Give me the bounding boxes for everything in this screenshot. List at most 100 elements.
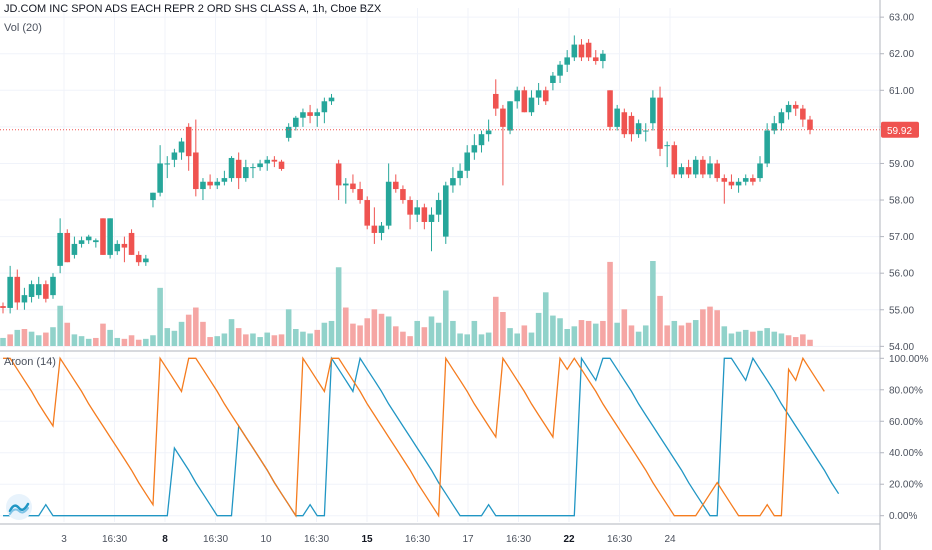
candle-body (421, 207, 428, 222)
candle-body (28, 284, 35, 297)
volume-bar (264, 332, 271, 346)
volume-bar (678, 325, 685, 346)
candle-body (107, 218, 113, 255)
volume-bar (21, 329, 28, 346)
candle-body (600, 53, 606, 62)
volume-bar (171, 330, 178, 346)
volume-bar (464, 334, 470, 346)
volume-bar (442, 290, 449, 346)
candle-body (171, 152, 178, 160)
volume-bar (771, 331, 778, 346)
volume-bar (321, 322, 328, 346)
candle-body (293, 117, 299, 127)
volume-bar (528, 332, 535, 346)
aroon-tick-label: 80.00% (889, 385, 923, 396)
aroon-indicator-label[interactable]: Aroon (14) (4, 356, 56, 368)
candle-body (300, 112, 306, 118)
candle-body (650, 97, 656, 124)
volume-bar (507, 328, 513, 346)
volume-bar (228, 319, 235, 346)
volume-bar (178, 321, 185, 346)
volume-bar (71, 334, 78, 346)
candle-body (364, 200, 371, 226)
volume-bar (485, 332, 492, 346)
price-tick-label: 58.00 (889, 196, 914, 207)
candle-body (757, 163, 763, 179)
volume-bar (557, 318, 563, 346)
candle-body (478, 134, 485, 146)
volume-bar (421, 327, 428, 346)
price-tick-label: 59.00 (889, 159, 914, 170)
volume-bar (635, 331, 642, 346)
aroon-tick-label: 20.00% (889, 480, 923, 491)
candle-body (78, 240, 85, 244)
volume-bar (235, 328, 242, 346)
volume-bar (128, 335, 135, 346)
volume-bar (135, 339, 142, 346)
candle-body (678, 167, 685, 175)
candle-body (378, 225, 385, 233)
candle-body (721, 178, 728, 182)
candle-body (578, 44, 585, 58)
volume-bar (550, 315, 556, 346)
volume-bar (435, 322, 442, 346)
candle-body (343, 183, 349, 186)
volume-bar (514, 333, 520, 346)
time-axis: 3 16:30 8 16:30 10 16:30 15 16:30 17 16:30 22 16:30… (61, 534, 676, 545)
volume-bar (207, 337, 213, 346)
time-tick-label: 16:30 (102, 534, 127, 545)
candle-body (271, 159, 278, 162)
candle-body (564, 57, 570, 65)
volume-bar (471, 320, 478, 346)
grid-lines (0, 8, 880, 522)
volume-bar (285, 309, 292, 346)
candle-body (307, 112, 313, 116)
volume-bar (700, 309, 706, 346)
volume-bar (785, 335, 792, 346)
candle-body (728, 181, 735, 186)
candle-body (500, 108, 506, 127)
volume-bar (157, 287, 163, 346)
volume-bar (364, 318, 371, 346)
volume-bar (778, 333, 785, 346)
candle-body (257, 163, 263, 168)
candle-body (157, 163, 163, 193)
volume-bar (721, 326, 728, 346)
volume-bar (0, 337, 6, 346)
volume-bar (50, 327, 56, 346)
aroon-tick-label: 100.00% (889, 354, 929, 365)
volume-bar (214, 336, 221, 346)
volume-bar (542, 292, 549, 346)
candle-body (507, 101, 513, 131)
candle-body (314, 112, 321, 116)
candle-body (514, 90, 520, 102)
candle-body (43, 284, 49, 299)
candle-body (585, 42, 592, 58)
price-candles (0, 35, 813, 314)
volume-bar (28, 331, 35, 346)
volume-bar (707, 306, 713, 346)
candle-body (635, 123, 642, 135)
price-tick-label: 61.00 (889, 86, 914, 97)
volume-bar (378, 313, 385, 346)
candle-body (714, 163, 720, 179)
volume-bar (735, 331, 742, 346)
candle-body (428, 214, 435, 222)
volume-bar (314, 329, 321, 346)
candle-body (550, 75, 556, 83)
candle-body (121, 243, 128, 248)
tradingview-logo-icon[interactable] (6, 494, 32, 520)
candle-body (0, 306, 6, 308)
volume-bar (393, 326, 399, 346)
aroon-down-line (3, 356, 840, 517)
volume-bar (671, 320, 678, 346)
volume-indicator-label[interactable]: Vol (20) (4, 22, 42, 34)
candle-body (692, 159, 699, 175)
volume-bar (114, 337, 121, 346)
candle-body (528, 97, 535, 113)
volume-bar (692, 320, 699, 346)
volume-bar (43, 332, 49, 346)
candle-body (400, 189, 406, 201)
candle-body (485, 130, 492, 135)
